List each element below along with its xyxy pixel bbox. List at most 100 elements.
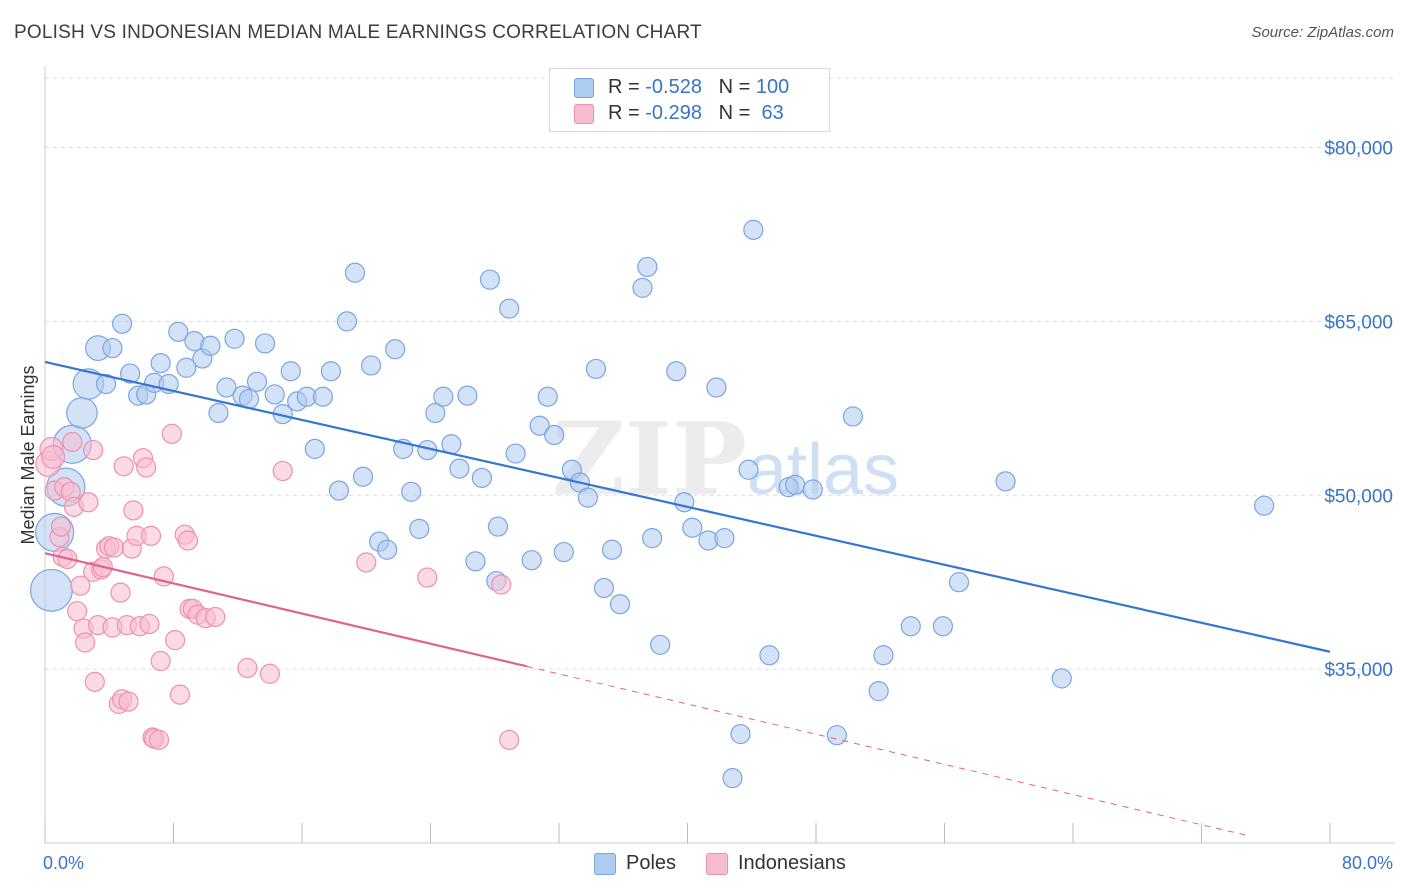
point-poles — [304, 438, 325, 460]
legend-row-poles: R = -0.528 N = 100 — [574, 76, 789, 100]
point-poles — [1051, 668, 1072, 689]
point-poles — [642, 528, 663, 549]
point-poles — [224, 328, 245, 349]
point-poles — [577, 487, 599, 508]
point-poles — [521, 550, 542, 571]
point-indonesians — [140, 525, 162, 546]
legend-row-indonesians: R = -0.298 N = 63 — [574, 102, 784, 126]
point-poles — [499, 298, 520, 319]
point-poles — [433, 386, 454, 407]
point-poles — [200, 335, 221, 356]
point-poles — [785, 474, 806, 495]
y-tick-label: $65,000 — [1324, 312, 1393, 333]
point-indonesians — [123, 500, 144, 521]
chart-title: POLISH VS INDONESIAN MEDIAN MALE EARNING… — [14, 22, 702, 43]
point-indonesians — [50, 516, 72, 537]
point-poles — [479, 269, 501, 290]
point-poles — [385, 339, 406, 360]
watermark-atlas: atlas — [746, 430, 900, 510]
point-poles — [66, 397, 98, 429]
point-poles — [650, 634, 671, 655]
legend-n-value-indonesians: 63 — [755, 102, 784, 124]
legend-swatch-poles — [594, 853, 616, 875]
legend-n-label: N = — [718, 102, 756, 124]
x-tick-label: 0.0% — [43, 853, 84, 873]
point-indonesians — [62, 431, 83, 453]
point-poles — [168, 321, 189, 342]
point-indonesians — [165, 630, 186, 651]
point-poles — [842, 406, 864, 427]
trendline-extension-indonesians — [526, 665, 1250, 837]
point-indonesians — [136, 457, 157, 478]
point-indonesians — [41, 445, 66, 470]
point-indonesians — [148, 729, 170, 750]
point-poles — [826, 725, 847, 746]
series-poles — [29, 219, 1275, 789]
point-poles — [280, 361, 301, 382]
point-indonesians — [110, 582, 131, 603]
series-indonesians — [35, 423, 520, 750]
point-poles — [176, 357, 197, 378]
point-indonesians — [491, 574, 512, 595]
point-poles — [682, 517, 703, 538]
y-tick-label: $50,000 — [1324, 486, 1393, 507]
legend-label-poles: Poles — [626, 852, 677, 874]
legend-swatch-indonesians — [574, 104, 594, 124]
point-poles — [120, 363, 141, 384]
point-poles — [601, 539, 623, 560]
point-poles — [344, 262, 366, 283]
legend-r-value-indonesians: -0.298 — [645, 102, 702, 124]
point-poles — [932, 616, 953, 637]
point-poles — [457, 385, 478, 406]
point-poles — [730, 723, 751, 745]
point-poles — [409, 518, 430, 539]
point-poles — [336, 311, 358, 332]
point-indonesians — [70, 575, 91, 596]
y-axis-title: Median Male Earnings — [18, 365, 38, 544]
point-poles — [465, 551, 486, 572]
point-poles — [529, 415, 550, 436]
point-poles — [802, 479, 823, 500]
legend-label-indonesians: Indonesians — [738, 852, 846, 874]
series-legend: Poles Indonesians — [0, 851, 1406, 879]
point-poles — [487, 516, 509, 537]
point-poles — [1254, 495, 1275, 516]
point-poles — [759, 645, 780, 666]
legend-n-value-poles: 100 — [755, 76, 790, 98]
point-indonesians — [83, 439, 104, 461]
point-poles — [722, 767, 743, 789]
point-poles — [544, 424, 565, 446]
point-poles — [328, 480, 350, 501]
point-poles — [377, 539, 398, 560]
legend-swatch-indonesians — [706, 853, 728, 875]
legend-r-label: R = — [608, 102, 646, 124]
point-poles — [320, 361, 342, 382]
point-poles — [111, 313, 133, 334]
point-poles — [706, 377, 727, 398]
point-poles — [95, 373, 117, 395]
point-poles — [360, 355, 382, 376]
point-poles — [102, 337, 123, 359]
point-poles — [441, 434, 462, 455]
point-poles — [352, 466, 374, 487]
point-indonesians — [272, 460, 293, 482]
point-indonesians — [113, 456, 134, 477]
legend-n-label: N = — [718, 76, 756, 98]
point-poles — [666, 361, 687, 382]
point-indonesians — [67, 601, 88, 622]
legend-r-value-poles: -0.528 — [645, 76, 702, 98]
y-tick-label: $80,000 — [1324, 139, 1393, 160]
point-indonesians — [169, 684, 191, 705]
point-poles — [674, 492, 695, 513]
trendline-indonesians — [44, 552, 528, 668]
point-indonesians — [177, 530, 199, 551]
legend-r-label: R = — [608, 76, 646, 98]
source-credit: Source: ZipAtlas.com — [1251, 24, 1394, 41]
point-poles — [312, 386, 333, 407]
point-poles — [425, 402, 446, 424]
point-poles — [505, 443, 526, 464]
x-tick-label: 80.0% — [1342, 853, 1393, 873]
point-indonesians — [139, 613, 160, 635]
point-indonesians — [118, 691, 139, 712]
